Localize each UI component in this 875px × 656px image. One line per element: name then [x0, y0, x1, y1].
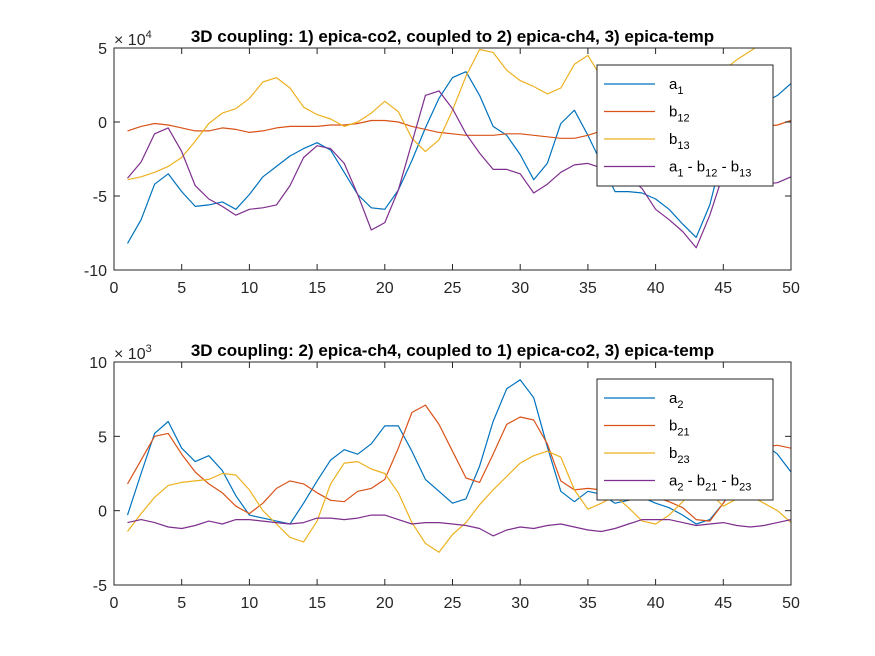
series-group-2: [126, 379, 791, 553]
legend-box-1: [596, 64, 774, 187]
legend-box-2: [596, 378, 774, 501]
x-tick-label-1-6: 30: [511, 280, 529, 297]
legend-entry-base-1-2: b: [669, 104, 677, 121]
x-tick-label-1-3: 15: [308, 280, 326, 297]
legend-entry-2-2: b21: [669, 418, 690, 439]
y-tick-label-1-2: 0: [98, 115, 107, 132]
x-tick-label-1-8: 40: [647, 280, 665, 297]
legend-entry-base-1-3: b: [669, 131, 677, 148]
legend-entry-part-base-1-4-2: - b: [717, 159, 739, 176]
legend-entry-part-sub-1-4-1: 12: [705, 168, 717, 180]
legend-entry-sub-2-3: 23: [677, 454, 689, 466]
series-line-2-2: [126, 404, 791, 522]
x-tick-label-2-7: 35: [579, 595, 597, 612]
legend-entry-sub-2-2: 21: [677, 427, 689, 439]
x-tick-label-1-5: 25: [444, 280, 462, 297]
series-line-2-3: [127, 450, 791, 553]
y-exponent-label-2: × 103: [114, 343, 152, 363]
legend-entry-1-3: b13: [669, 131, 690, 152]
chart-title-2: 3D coupling: 2) epica-ch4, coupled to 1)…: [191, 341, 714, 360]
legend-entry-part-sub-1-4-2: 13: [739, 168, 751, 180]
x-tick-label-2-4: 20: [376, 595, 394, 612]
y-exponent-label-1: × 104: [114, 29, 152, 49]
x-tick-label-1-0: 0: [110, 280, 119, 297]
legend-entry-1-4: a1 - b12 - b13: [669, 159, 751, 180]
y-tick-label-2-2: 5: [98, 429, 107, 446]
legend-entry-base-2-2: b: [669, 418, 677, 435]
x-tick-label-2-6: 30: [511, 595, 529, 612]
legend-entry-2-4: a2 - b21 - b23: [669, 473, 751, 494]
y-exponent-base-1: × 10: [114, 32, 146, 49]
chart-title-1: 3D coupling: 1) epica-co2, coupled to 2)…: [191, 27, 714, 46]
x-tick-label-2-9: 45: [714, 595, 732, 612]
y-tick-label-1-3: 5: [98, 41, 107, 58]
y-tick-label-1-1: -5: [93, 189, 107, 206]
legend-entry-1-1: a1: [669, 76, 683, 97]
y-tick-label-2-3: 10: [89, 355, 107, 372]
series-line-1-4: [127, 90, 791, 249]
legend-entry-part-sub-2-4-1: 21: [705, 482, 717, 494]
legend-entry-sub-1-2: 12: [677, 113, 689, 125]
y-tick-label-1-0: -10: [84, 263, 107, 280]
x-tick-label-2-8: 40: [647, 595, 665, 612]
legend-entry-base-2-3: b: [669, 445, 677, 462]
y-exponent-base-2: × 10: [114, 346, 146, 363]
x-tick-label-2-10: 50: [782, 595, 800, 612]
x-tick-label-1-2: 10: [241, 280, 259, 297]
x-tick-label-2-5: 25: [444, 595, 462, 612]
legend-entry-base-1-4: a: [669, 159, 678, 176]
x-tick-label-1-7: 35: [579, 280, 597, 297]
x-tick-label-1-9: 45: [714, 280, 732, 297]
x-tick-label-2-0: 0: [110, 595, 119, 612]
legend-entry-part-sub-2-4-2: 23: [739, 482, 751, 494]
x-tick-label-2-1: 5: [177, 595, 186, 612]
legend-entry-sub-1-4: 1: [677, 168, 683, 180]
series-line-2-1: [126, 379, 791, 525]
legend-entry-part-base-2-4-2: - b: [717, 473, 739, 490]
x-tick-label-2-2: 10: [241, 595, 259, 612]
legend-entry-2-3: b23: [669, 445, 690, 466]
x-tick-label-1-10: 50: [782, 280, 800, 297]
legend-entry-base-2-4: a: [669, 473, 678, 490]
legend-entry-sub-2-4: 2: [677, 482, 683, 494]
legend-entry-2-1: a2: [669, 390, 683, 411]
y-tick-label-2-0: -5: [93, 578, 107, 595]
y-tick-label-2-1: 0: [98, 504, 107, 521]
x-tick-label-2-3: 15: [308, 595, 326, 612]
legend-entry-sub-2-1: 2: [677, 399, 683, 411]
y-exponent-value-1: 4: [146, 29, 152, 41]
series-line-1-1: [126, 71, 791, 244]
x-tick-label-1-4: 20: [376, 280, 394, 297]
legend-entry-sub-1-1: 1: [677, 85, 683, 97]
legend-entry-1-2: b12: [669, 104, 690, 125]
legend-entry-base-1-1: a: [669, 76, 678, 93]
legend-entry-base-2-1: a: [669, 390, 678, 407]
x-tick-label-1-1: 5: [177, 280, 186, 297]
legend-entry-part-base-1-4-1: - b: [683, 159, 705, 176]
legend-entry-part-base-2-4-1: - b: [683, 473, 705, 490]
y-exponent-value-2: 3: [146, 343, 152, 355]
legend-entry-sub-1-3: 13: [677, 140, 689, 152]
subplot-1: 0 5 10 15 20 25 30 35 40 45 50 -10 -5 0 5 × 104 3D coupl…: [84, 27, 800, 297]
series-line-2-4: [127, 514, 791, 537]
